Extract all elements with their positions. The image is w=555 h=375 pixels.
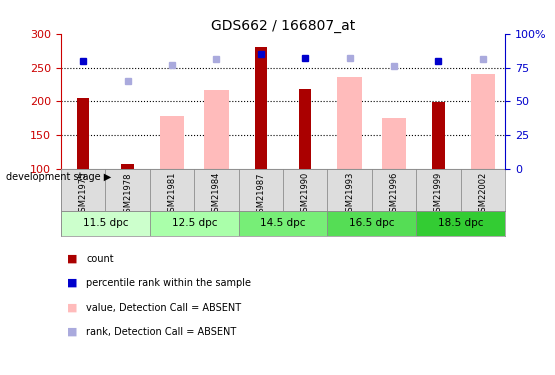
- Bar: [150, 169, 194, 211]
- Text: 16.5 dpc: 16.5 dpc: [349, 219, 395, 228]
- Bar: [432, 102, 445, 169]
- Bar: [327, 211, 416, 236]
- Bar: [77, 98, 89, 169]
- Text: count: count: [86, 254, 114, 264]
- Text: GSM21987: GSM21987: [256, 172, 265, 217]
- Bar: [255, 47, 267, 169]
- Bar: [160, 116, 184, 169]
- Text: GSM21999: GSM21999: [434, 172, 443, 217]
- Text: ■: ■: [67, 278, 77, 288]
- Bar: [61, 211, 150, 236]
- Text: GSM21978: GSM21978: [123, 172, 132, 217]
- Text: 14.5 dpc: 14.5 dpc: [260, 219, 306, 228]
- Text: value, Detection Call = ABSENT: value, Detection Call = ABSENT: [86, 303, 241, 312]
- Text: 18.5 dpc: 18.5 dpc: [438, 219, 483, 228]
- Bar: [239, 211, 327, 236]
- Bar: [382, 118, 406, 169]
- Bar: [150, 211, 239, 236]
- Title: GDS662 / 166807_at: GDS662 / 166807_at: [211, 19, 355, 33]
- Bar: [416, 211, 505, 236]
- Text: GSM21993: GSM21993: [345, 172, 354, 217]
- Bar: [337, 77, 362, 169]
- Bar: [283, 169, 327, 211]
- Bar: [471, 74, 495, 169]
- Text: ■: ■: [67, 327, 77, 337]
- Text: 11.5 dpc: 11.5 dpc: [83, 219, 128, 228]
- Text: ■: ■: [67, 303, 77, 312]
- Text: rank, Detection Call = ABSENT: rank, Detection Call = ABSENT: [86, 327, 236, 337]
- Bar: [416, 169, 461, 211]
- Text: GSM21981: GSM21981: [168, 172, 176, 217]
- Text: development stage ▶: development stage ▶: [6, 172, 111, 182]
- Text: ■: ■: [67, 254, 77, 264]
- Bar: [122, 164, 134, 169]
- Bar: [105, 169, 150, 211]
- Bar: [461, 169, 505, 211]
- Text: GSM21975: GSM21975: [79, 172, 88, 217]
- Text: GSM21996: GSM21996: [390, 172, 398, 217]
- Text: GSM21990: GSM21990: [301, 172, 310, 217]
- Text: GSM21984: GSM21984: [212, 172, 221, 217]
- Bar: [204, 90, 229, 169]
- Bar: [239, 169, 283, 211]
- Bar: [299, 89, 311, 169]
- Bar: [327, 169, 372, 211]
- Bar: [61, 169, 105, 211]
- Text: GSM22002: GSM22002: [478, 172, 487, 217]
- Text: 12.5 dpc: 12.5 dpc: [171, 219, 217, 228]
- Bar: [372, 169, 416, 211]
- Text: percentile rank within the sample: percentile rank within the sample: [86, 278, 251, 288]
- Bar: [194, 169, 239, 211]
